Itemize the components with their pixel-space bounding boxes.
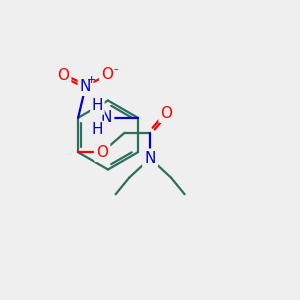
- Text: N: N: [101, 110, 112, 125]
- Text: +: +: [86, 75, 96, 85]
- Text: H: H: [92, 122, 103, 137]
- Text: O: O: [57, 68, 69, 83]
- Text: O: O: [101, 67, 113, 82]
- Text: N: N: [144, 151, 156, 166]
- Text: O: O: [160, 106, 172, 121]
- Text: N: N: [80, 79, 91, 94]
- Text: -: -: [113, 63, 118, 76]
- Text: H: H: [92, 98, 103, 113]
- Text: O: O: [96, 145, 108, 160]
